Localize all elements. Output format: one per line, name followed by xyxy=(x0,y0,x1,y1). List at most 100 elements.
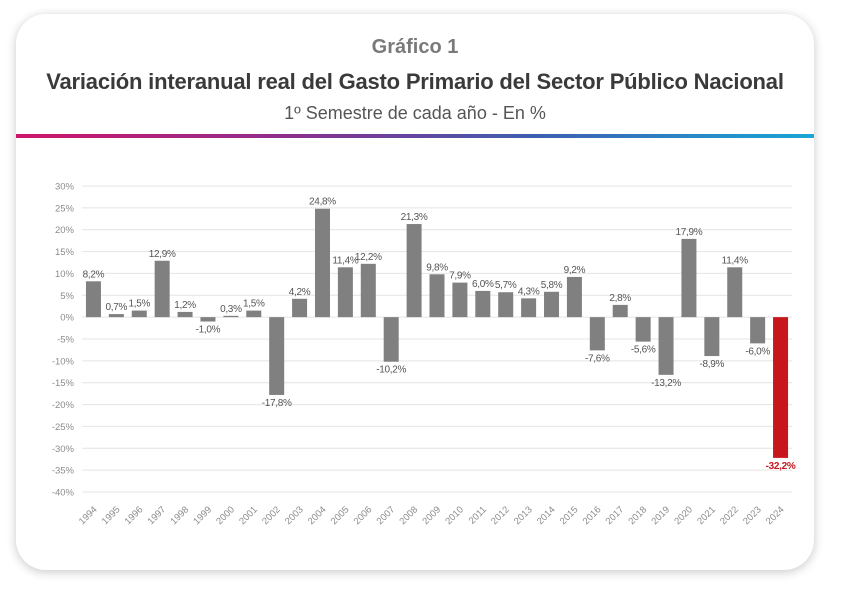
bar xyxy=(612,304,628,318)
x-tick-label: 2017 xyxy=(604,504,627,527)
bar xyxy=(727,267,743,318)
data-label: 5,8% xyxy=(541,280,563,291)
data-label: 12,9% xyxy=(149,249,176,260)
bar xyxy=(498,292,514,318)
y-tick-label: -30% xyxy=(52,444,75,455)
y-tick-label: -25% xyxy=(52,422,75,433)
data-label: 11,4% xyxy=(722,255,749,266)
bar xyxy=(314,208,330,318)
y-tick-label: 20% xyxy=(55,225,75,236)
data-label: 21,3% xyxy=(401,212,428,223)
bar xyxy=(383,317,399,362)
data-label: 4,3% xyxy=(518,286,540,297)
chart-card: Gráfico 1 Variación interanual real del … xyxy=(16,14,814,570)
data-label: 17,9% xyxy=(676,227,703,238)
data-label: -17,8% xyxy=(262,398,292,409)
x-tick-label: 2014 xyxy=(535,504,558,527)
data-label: 8,2% xyxy=(83,269,105,280)
x-tick-label: 2018 xyxy=(627,504,650,527)
data-label: -1,0% xyxy=(196,325,221,336)
data-label: 7,9% xyxy=(449,271,471,282)
data-label: 11,4% xyxy=(332,255,359,266)
y-tick-label: 25% xyxy=(55,203,75,214)
x-tick-label: 2003 xyxy=(283,504,306,527)
chart-title: Variación interanual real del Gasto Prim… xyxy=(46,69,784,94)
chart-kicker: Gráfico 1 xyxy=(371,36,459,58)
data-label: -13,2% xyxy=(651,378,681,389)
x-tick-label: 1997 xyxy=(146,504,169,527)
bar xyxy=(177,311,193,318)
bar-chart: 30% 25% 20% 15% 10% 5% 0% -5% -10% -15% -20% -25% -3… xyxy=(52,182,796,528)
data-label: 9,2% xyxy=(564,265,586,276)
data-label: 1,5% xyxy=(128,299,150,310)
bar xyxy=(566,276,582,318)
data-label: 4,2% xyxy=(289,287,311,298)
x-tick-label: 2013 xyxy=(512,504,535,527)
y-tick-label: 5% xyxy=(60,291,74,302)
x-tick-label: 2021 xyxy=(695,504,718,527)
gradient-divider xyxy=(16,134,814,138)
data-label: 12,2% xyxy=(355,252,382,263)
bar xyxy=(337,267,353,318)
x-tick-label: 2006 xyxy=(352,504,375,527)
x-tick-label: 2011 xyxy=(467,504,489,526)
bar xyxy=(452,282,468,318)
bar xyxy=(704,317,720,357)
x-tick-label: 2004 xyxy=(306,504,329,527)
bar xyxy=(406,224,422,318)
data-label: 9,8% xyxy=(426,262,448,273)
bar xyxy=(475,290,491,318)
x-tick-label: 2012 xyxy=(489,504,512,527)
data-label: -7,6% xyxy=(585,353,610,364)
bar xyxy=(773,317,789,458)
bar xyxy=(360,263,376,318)
bar xyxy=(589,317,605,351)
bar xyxy=(750,317,766,344)
data-label: -8,9% xyxy=(700,359,725,370)
data-label: -32,2% xyxy=(766,461,796,472)
x-tick-label: 2019 xyxy=(649,504,672,527)
x-tick-label: 2008 xyxy=(397,504,420,527)
x-tick-label: 1996 xyxy=(123,504,146,527)
x-tick-label: 2022 xyxy=(718,504,741,527)
x-tick-label: 1999 xyxy=(191,504,214,527)
x-tick-label: 2020 xyxy=(672,504,695,527)
bar xyxy=(200,317,216,322)
y-tick-label: -40% xyxy=(52,488,75,499)
data-label: -6,0% xyxy=(745,346,770,357)
bar xyxy=(658,317,674,375)
y-tick-label: -5% xyxy=(57,335,74,346)
x-tick-label: 2010 xyxy=(443,504,466,527)
y-tick-label: -10% xyxy=(52,356,75,367)
bar xyxy=(292,298,308,318)
x-tick-label: 2023 xyxy=(741,504,764,527)
x-tick-label: 2001 xyxy=(237,504,260,527)
x-tick-label: 2000 xyxy=(214,504,237,527)
data-label: 0,3% xyxy=(220,304,242,315)
y-tick-label: -35% xyxy=(52,466,75,477)
x-tick-label: 2016 xyxy=(581,504,604,527)
y-tick-label: -20% xyxy=(52,400,75,411)
bar xyxy=(154,260,170,318)
bar xyxy=(223,315,239,318)
bar xyxy=(85,281,101,318)
data-label: 1,5% xyxy=(243,299,265,310)
x-tick-label: 2002 xyxy=(260,504,283,527)
bar xyxy=(269,317,285,395)
data-label: 5,7% xyxy=(495,280,517,291)
x-tick-label: 2024 xyxy=(764,504,787,527)
bar xyxy=(635,317,651,342)
x-tick-label: 2009 xyxy=(420,504,443,527)
bar xyxy=(521,298,537,318)
x-tick-label: 2015 xyxy=(558,504,581,527)
bar xyxy=(108,314,124,318)
bar xyxy=(131,310,147,318)
data-label: 0,7% xyxy=(106,302,128,313)
y-tick-label: 30% xyxy=(55,182,75,193)
bar xyxy=(429,274,445,318)
y-tick-label: 10% xyxy=(55,269,75,280)
y-tick-label: 15% xyxy=(55,247,75,258)
bar xyxy=(544,291,560,318)
data-label: -10,2% xyxy=(376,365,406,376)
x-tick-label: 1995 xyxy=(100,504,123,527)
